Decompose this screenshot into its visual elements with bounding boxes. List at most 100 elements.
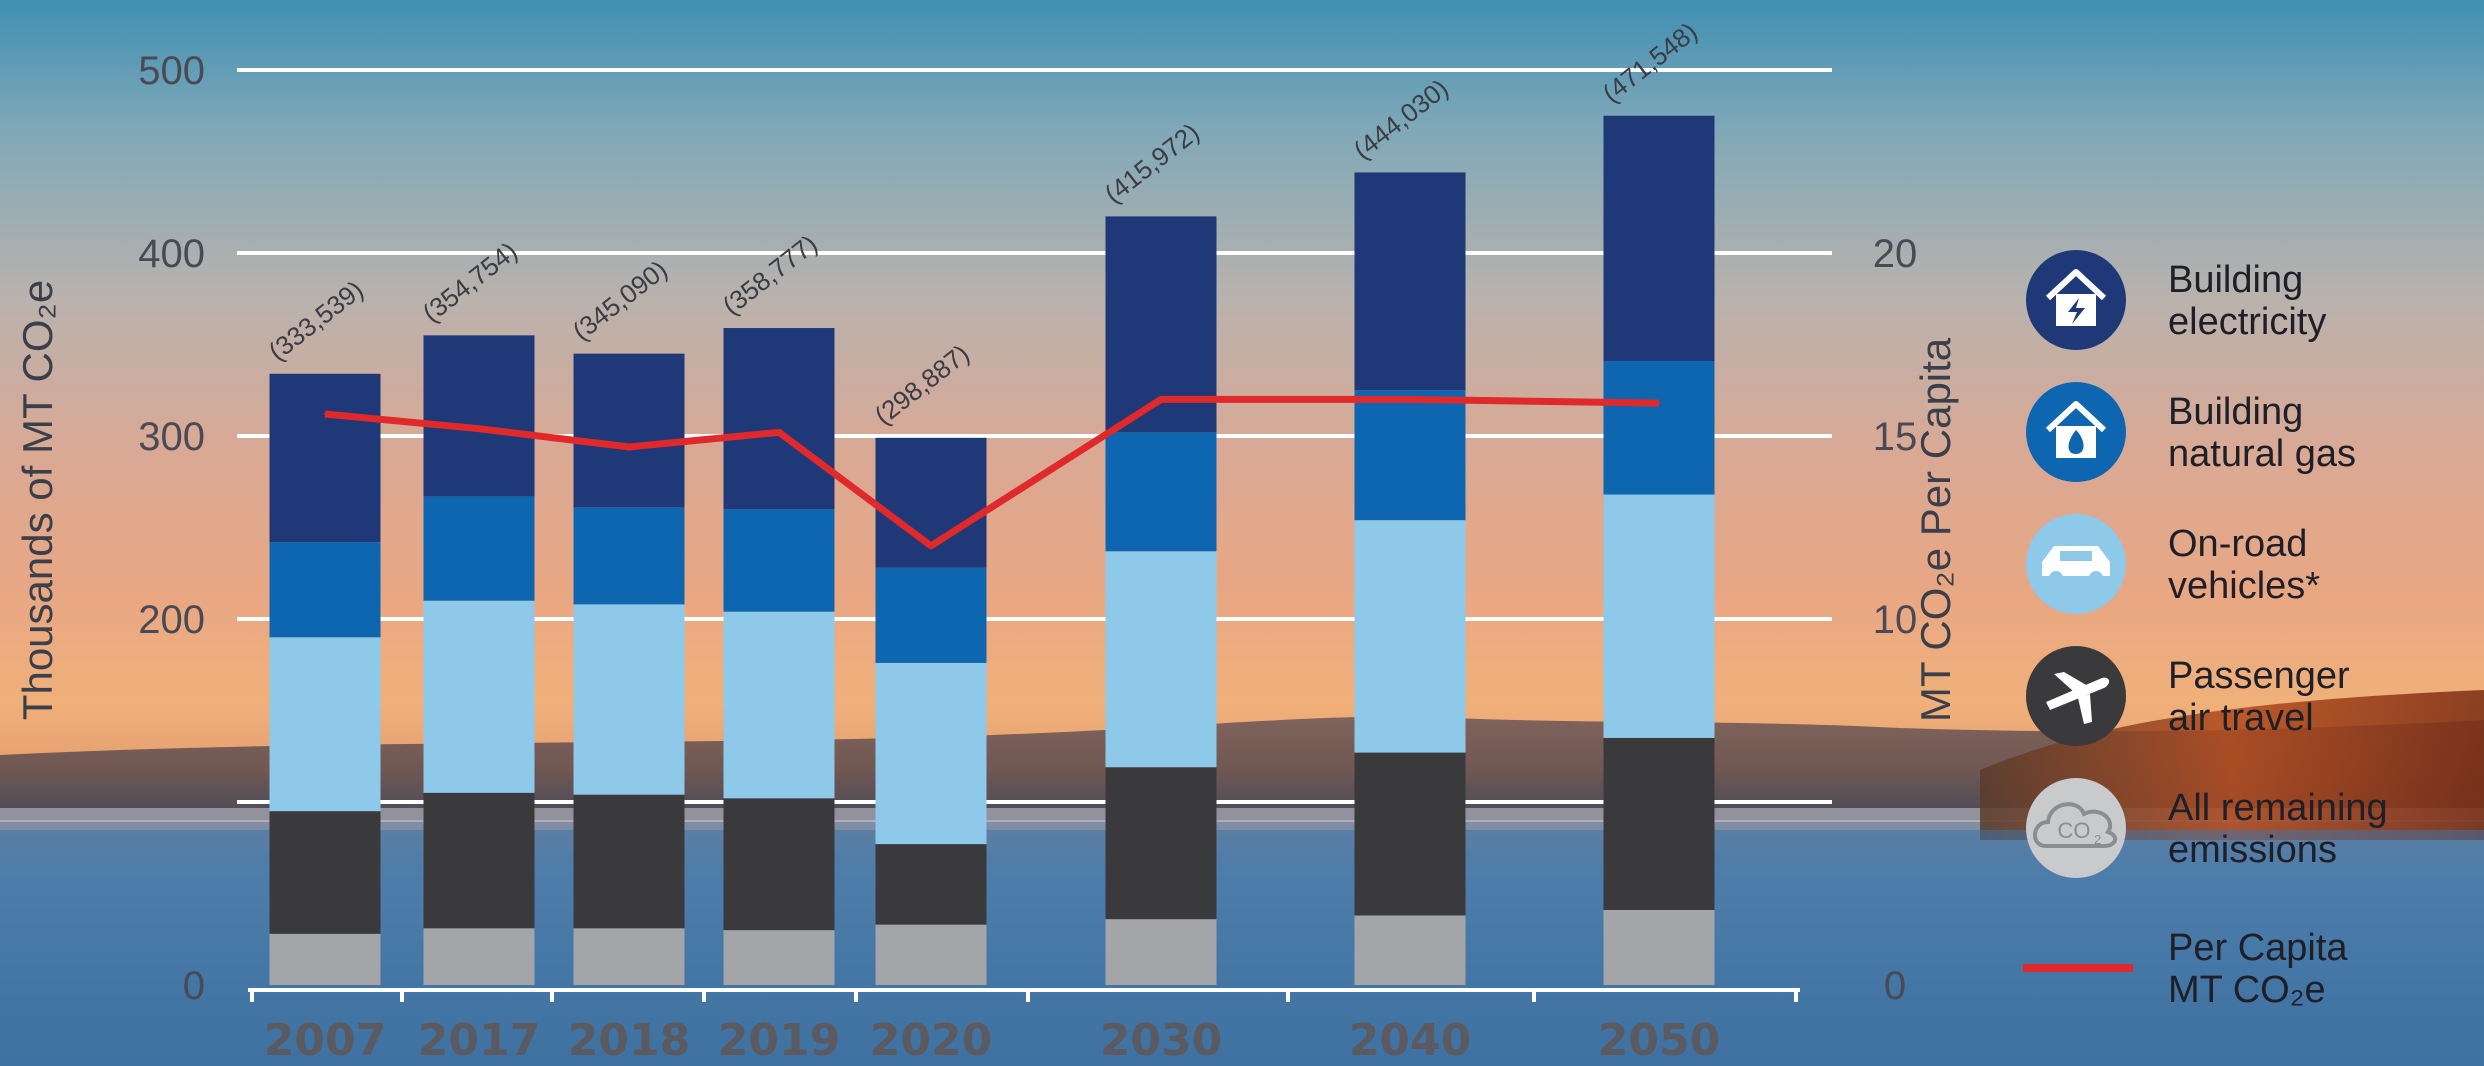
svg-text:CO: CO: [2058, 818, 2091, 843]
year-label: 2040: [1349, 1015, 1471, 1066]
car-icon: [2026, 514, 2126, 614]
total-label: (415,972): [1099, 117, 1205, 209]
bar-segment: [1603, 494, 1715, 738]
year-label: 2018: [568, 1015, 690, 1066]
bar-segment: [269, 373, 381, 543]
bar-segment: [573, 794, 685, 929]
per-capita-point: [930, 544, 932, 547]
total-label: (345,090): [567, 254, 673, 346]
legend-label: Passenger: [2168, 655, 2350, 697]
bar-segment: [423, 496, 535, 601]
bar-segment: [1354, 520, 1466, 753]
bar-segment: [423, 600, 535, 793]
left-tick-label: 0: [183, 964, 205, 1008]
bar-segment: [875, 844, 987, 925]
bar-segment: [1603, 737, 1715, 910]
bar-segment: [573, 507, 685, 605]
legend-label: All remaining: [2168, 787, 2388, 829]
year-label: 2007: [264, 1015, 386, 1066]
bar-segment: [875, 662, 987, 845]
bar-segment: [573, 353, 685, 508]
per-capita-point: [1160, 398, 1162, 401]
legend-label: On-road: [2168, 523, 2307, 565]
legend-label: natural gas: [2168, 433, 2356, 475]
svg-text:2: 2: [2094, 832, 2101, 847]
total-label: (444,030): [1348, 73, 1454, 165]
bar-segment: [1354, 172, 1466, 391]
bar-segment: [269, 542, 381, 638]
bar-segment: [723, 611, 835, 799]
total-label: (354,754): [417, 236, 523, 328]
left-tick-label: 300: [138, 415, 205, 459]
total-label: (471,548): [1597, 16, 1703, 108]
bar-segment: [1354, 915, 1466, 985]
right-tick-label: 0: [1884, 964, 1906, 1008]
bar-segment: [423, 928, 535, 985]
right-tick-label: 10: [1873, 598, 1918, 642]
bar-segment: [723, 930, 835, 985]
legend-label: Building: [2168, 391, 2303, 433]
per-capita-point: [628, 445, 630, 448]
bar-segment: [875, 924, 987, 985]
per-capita-point: [1409, 398, 1411, 401]
bar-segment: [423, 792, 535, 929]
legend-label: emissions: [2168, 829, 2337, 871]
legend-label: vehicles*: [2168, 565, 2320, 607]
left-axis-ticks: 0 200 300 400 500: [138, 49, 205, 1008]
legend-label: Building: [2168, 259, 2303, 301]
right-axis-ticks: 0 10 15 20: [1873, 232, 1918, 1008]
bar-segment: [1603, 909, 1715, 985]
stacked-bars: [269, 115, 1715, 985]
per-capita-line: [324, 395, 1660, 550]
year-label: 2019: [718, 1015, 840, 1066]
total-label: (298,887): [869, 338, 975, 430]
per-capita-point: [1658, 402, 1660, 405]
bar-segment: [573, 928, 685, 985]
house-lightning-icon: [2026, 250, 2126, 350]
year-label: 2020: [870, 1015, 992, 1066]
x-axis: [248, 988, 1800, 1002]
year-label: 2050: [1598, 1015, 1720, 1066]
right-axis-title: MT CO₂e Per Capita: [1912, 337, 1959, 722]
right-tick-label: 15: [1873, 415, 1918, 459]
house-flame-icon: [2026, 382, 2126, 482]
per-capita-point: [324, 413, 326, 416]
bar-segment: [573, 604, 685, 795]
bar-segment: [269, 637, 381, 812]
legend-label: air travel: [2168, 697, 2314, 739]
bar-segment: [723, 328, 835, 510]
bar-segment: [1105, 767, 1217, 920]
right-tick-label: 20: [1873, 232, 1918, 276]
year-labels: 2007 2017 2018 2019 2020 2030 2040 2050: [264, 1015, 1720, 1066]
bar-segment: [1354, 752, 1466, 916]
per-capita-polyline: [324, 395, 1660, 550]
legend-label: electricity: [2168, 301, 2326, 343]
bar-segment: [1105, 432, 1217, 552]
bar-segment: [1354, 390, 1466, 521]
left-axis-title: Thousands of MT CO₂e: [14, 280, 61, 720]
bar-segment: [723, 798, 835, 931]
legend-label: MT CO₂e: [2168, 969, 2326, 1011]
legend-label: Per Capita: [2168, 927, 2348, 969]
red-line-icon: [2023, 964, 2133, 972]
bar-segment: [269, 811, 381, 934]
bar-segment: [723, 509, 835, 612]
year-label: 2030: [1100, 1015, 1222, 1066]
left-tick-label: 500: [138, 49, 205, 93]
co2-cloud-icon: CO 2: [2026, 778, 2126, 878]
bar-segment: [1603, 360, 1715, 495]
total-label: (358,777): [717, 229, 823, 321]
bar-segment: [269, 933, 381, 985]
total-label: (333,539): [263, 274, 369, 366]
per-capita-point: [478, 427, 480, 430]
bar-segment: [1105, 551, 1217, 768]
bar-segment: [1105, 919, 1217, 985]
